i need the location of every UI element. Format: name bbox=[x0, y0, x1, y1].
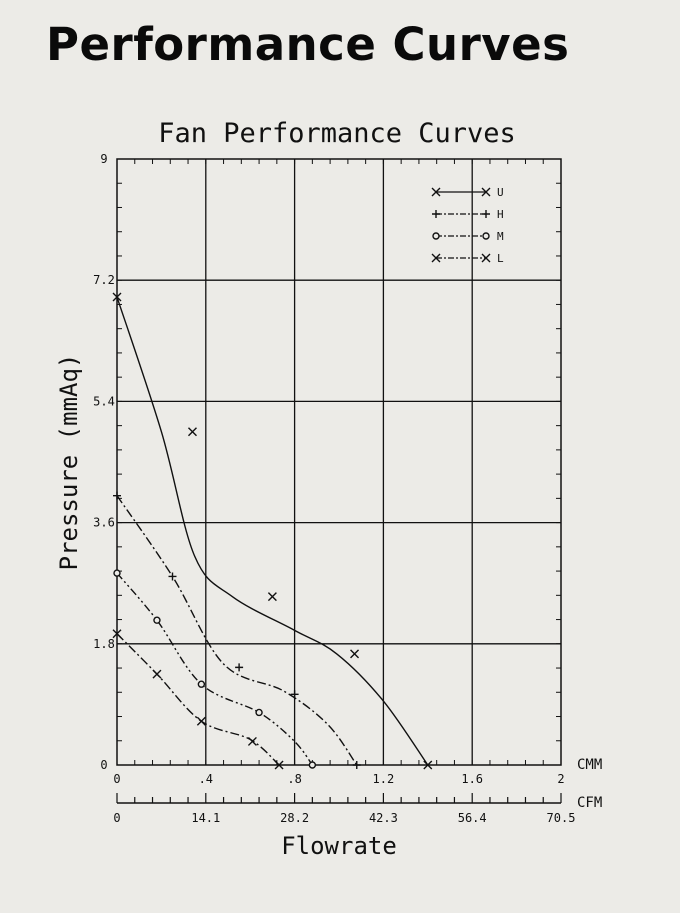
data-point bbox=[113, 569, 121, 577]
legend-label: U bbox=[497, 186, 504, 199]
legend-item-h: H bbox=[432, 208, 504, 221]
legend-marker bbox=[431, 187, 441, 197]
y-tick-label: 0 bbox=[100, 758, 107, 772]
data-point bbox=[290, 690, 299, 699]
x2-tick-label: 28.2 bbox=[280, 811, 309, 825]
y-tick-label: 1.8 bbox=[93, 637, 115, 651]
data-point bbox=[196, 716, 206, 726]
series-line-h bbox=[116, 495, 358, 766]
series-u bbox=[112, 292, 433, 770]
legend-marker bbox=[481, 253, 491, 263]
data-point bbox=[255, 708, 263, 717]
legend-label: L bbox=[497, 252, 504, 265]
legend-marker bbox=[482, 210, 490, 218]
x-unit-label: CMM bbox=[577, 757, 602, 773]
grid-lines bbox=[117, 159, 561, 765]
data-point bbox=[153, 616, 161, 624]
x2-unit-label: CFM bbox=[577, 795, 602, 811]
series-line-m bbox=[116, 572, 313, 766]
legend-item-m: M bbox=[432, 230, 504, 243]
legend-marker bbox=[432, 210, 440, 218]
y-tick-label: 9 bbox=[100, 152, 107, 166]
y-tick-label: 5.4 bbox=[93, 394, 115, 408]
x-tick-label: 1.2 bbox=[373, 772, 395, 786]
legend-marker bbox=[432, 232, 440, 240]
data-point bbox=[113, 491, 121, 500]
data-point bbox=[350, 649, 360, 659]
data-point bbox=[187, 427, 197, 437]
legend-label: M bbox=[497, 230, 504, 243]
x2-tick-label: 0 bbox=[113, 811, 120, 825]
series-m bbox=[113, 569, 317, 769]
x-tick-label: .4 bbox=[199, 772, 213, 786]
data-point bbox=[197, 680, 206, 688]
x-tick-label: 0 bbox=[113, 772, 120, 786]
x-tick-label: 2 bbox=[557, 772, 564, 786]
x-axis-title: Flowrate bbox=[281, 832, 397, 860]
x-tick-label: .8 bbox=[287, 772, 301, 786]
data-point bbox=[352, 761, 361, 769]
data-point bbox=[112, 292, 122, 302]
data-point bbox=[168, 572, 177, 581]
series-line-u bbox=[116, 296, 429, 766]
data-point bbox=[235, 663, 244, 672]
x2-tick-label: 70.5 bbox=[547, 811, 576, 825]
page-title: Performance Curves bbox=[46, 18, 570, 71]
legend-item-l: L bbox=[431, 252, 504, 265]
plot-frame bbox=[116, 158, 562, 766]
legend-marker bbox=[482, 232, 490, 240]
y-tick-label: 7.2 bbox=[93, 273, 115, 287]
chart-title: Fan Performance Curves bbox=[158, 118, 516, 149]
series-layer bbox=[112, 292, 433, 770]
cfm-axis: 0 14.1 28.2 42.3 56.4 70.5 bbox=[113, 793, 575, 825]
x2-tick-label: 14.1 bbox=[191, 811, 220, 825]
data-point bbox=[308, 761, 317, 769]
x2-tick-label: 42.3 bbox=[369, 811, 398, 825]
data-point bbox=[267, 592, 277, 602]
y-tick-label: 3.6 bbox=[93, 516, 115, 530]
data-point bbox=[274, 760, 284, 770]
data-point bbox=[112, 629, 122, 639]
data-point bbox=[152, 669, 162, 679]
x-tick-label: 1.6 bbox=[461, 772, 483, 786]
legend-label: H bbox=[497, 208, 504, 221]
tick-labels: 0 .4 .8 1.2 1.6 2 0 1.8 3.6 5.4 7.2 9 bbox=[93, 152, 564, 786]
x2-tick-label: 56.4 bbox=[458, 811, 487, 825]
series-l bbox=[112, 629, 284, 770]
legend-marker bbox=[431, 253, 441, 263]
legend-item-u: U bbox=[431, 186, 504, 199]
data-point bbox=[247, 736, 257, 746]
legend-marker bbox=[481, 187, 491, 197]
plot-border bbox=[116, 158, 562, 766]
y-axis-title: Pressure (mmAq) bbox=[55, 354, 83, 571]
data-point bbox=[423, 760, 433, 770]
series-h bbox=[113, 491, 361, 769]
series-line-l bbox=[116, 633, 280, 766]
